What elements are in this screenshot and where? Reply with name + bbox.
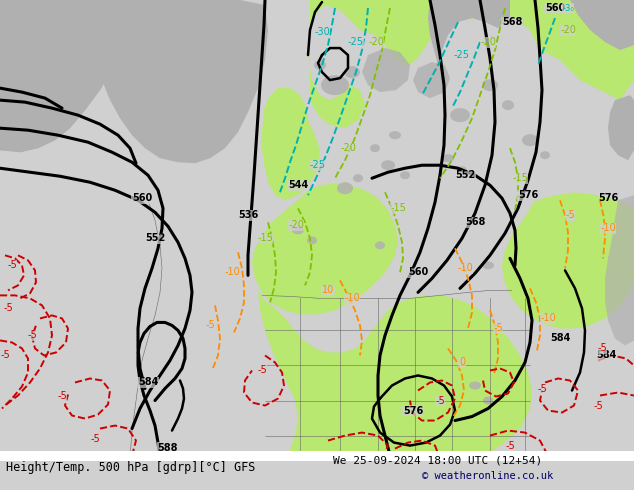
Text: -5: -5 — [257, 366, 267, 375]
Ellipse shape — [522, 134, 538, 146]
Text: 0: 0 — [459, 358, 465, 368]
Ellipse shape — [353, 174, 363, 182]
Text: -10: -10 — [344, 294, 360, 303]
Text: 584: 584 — [550, 333, 570, 343]
Text: -20: -20 — [560, 25, 576, 35]
Polygon shape — [258, 291, 532, 461]
Text: -5: -5 — [505, 441, 515, 451]
Ellipse shape — [381, 160, 395, 170]
Text: 560: 560 — [545, 3, 565, 13]
Polygon shape — [428, 0, 510, 65]
Text: 544: 544 — [288, 180, 308, 190]
Text: -5: -5 — [435, 395, 445, 406]
Text: -5: -5 — [27, 330, 37, 341]
Text: -5: -5 — [537, 384, 547, 393]
Polygon shape — [98, 0, 268, 163]
Text: -5: -5 — [593, 400, 603, 411]
Text: 568: 568 — [465, 217, 485, 227]
Polygon shape — [0, 0, 130, 152]
Text: 552: 552 — [145, 233, 165, 244]
Ellipse shape — [344, 66, 360, 78]
Ellipse shape — [389, 131, 401, 139]
Text: 576: 576 — [598, 193, 618, 203]
Text: 536: 536 — [238, 210, 258, 221]
Ellipse shape — [482, 79, 498, 91]
Text: -5: -5 — [0, 350, 10, 361]
Ellipse shape — [457, 166, 467, 174]
Polygon shape — [262, 88, 320, 200]
Ellipse shape — [450, 108, 470, 122]
Text: -15: -15 — [257, 233, 273, 244]
Text: -5: -5 — [565, 210, 575, 221]
Text: 10: 10 — [322, 285, 334, 295]
Polygon shape — [605, 195, 634, 345]
Text: 584: 584 — [138, 377, 158, 388]
Polygon shape — [608, 95, 634, 160]
Ellipse shape — [314, 60, 326, 70]
Text: -20: -20 — [480, 37, 496, 47]
Text: -10: -10 — [600, 223, 616, 233]
Text: -10: -10 — [224, 268, 240, 277]
Text: -5: -5 — [7, 260, 17, 270]
Text: -20: -20 — [368, 37, 384, 47]
Text: -15: -15 — [512, 173, 528, 183]
Text: -20: -20 — [288, 220, 304, 230]
Ellipse shape — [502, 100, 514, 110]
Text: 560: 560 — [132, 193, 152, 203]
Text: -25: -25 — [348, 37, 364, 47]
Text: 552: 552 — [455, 170, 475, 180]
Text: -3₀: -3₀ — [562, 3, 574, 13]
Text: -15: -15 — [390, 203, 406, 213]
Ellipse shape — [375, 241, 385, 249]
Ellipse shape — [483, 396, 493, 405]
Text: 576: 576 — [518, 190, 538, 200]
Text: -10: -10 — [457, 263, 473, 273]
Text: 576: 576 — [403, 406, 423, 416]
Text: We 25-09-2024 18:00 UTC (12+54): We 25-09-2024 18:00 UTC (12+54) — [333, 456, 542, 466]
Text: -30: -30 — [314, 27, 330, 37]
Ellipse shape — [482, 261, 494, 270]
Text: -5: -5 — [205, 320, 215, 330]
Ellipse shape — [400, 171, 410, 179]
Text: -5: -5 — [90, 434, 100, 443]
Ellipse shape — [442, 154, 454, 162]
Text: © weatheronline.co.uk: © weatheronline.co.uk — [422, 471, 553, 481]
Polygon shape — [308, 0, 634, 128]
Text: -5: -5 — [493, 323, 503, 333]
Ellipse shape — [337, 182, 353, 194]
Text: -20: -20 — [340, 143, 356, 153]
Text: 588: 588 — [158, 442, 178, 453]
Ellipse shape — [321, 75, 349, 95]
Ellipse shape — [540, 151, 550, 159]
Text: -5: -5 — [597, 343, 607, 353]
Polygon shape — [570, 0, 634, 50]
Text: Height/Temp. 500 hPa [gdrp][°C] GFS: Height/Temp. 500 hPa [gdrp][°C] GFS — [6, 461, 256, 474]
Ellipse shape — [292, 226, 304, 234]
Polygon shape — [252, 183, 398, 315]
Polygon shape — [502, 192, 634, 328]
Polygon shape — [413, 62, 450, 98]
Text: -25: -25 — [310, 160, 326, 170]
Ellipse shape — [307, 236, 317, 245]
Polygon shape — [362, 48, 410, 92]
Text: 560: 560 — [408, 268, 428, 277]
Text: -5: -5 — [3, 303, 13, 314]
Bar — [0, 451, 634, 463]
Ellipse shape — [469, 382, 481, 390]
Text: -25: -25 — [454, 50, 470, 60]
Polygon shape — [0, 0, 130, 152]
Ellipse shape — [370, 144, 380, 152]
Text: 584: 584 — [596, 350, 616, 361]
Text: 568: 568 — [502, 17, 522, 27]
Text: -10: -10 — [540, 314, 556, 323]
Text: -5: -5 — [57, 391, 67, 400]
